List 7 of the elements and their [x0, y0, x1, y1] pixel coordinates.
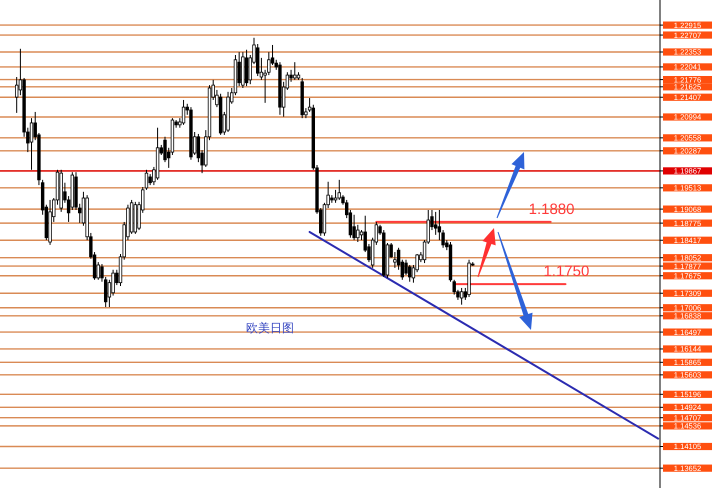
- annotation: 欧美日图: [246, 321, 294, 335]
- candlestick: [293, 62, 296, 80]
- candlestick: [460, 287, 464, 306]
- candlestick: [182, 99, 186, 126]
- candlestick: [352, 214, 356, 241]
- candlestick: [356, 224, 360, 243]
- candlestick: [338, 179, 341, 200]
